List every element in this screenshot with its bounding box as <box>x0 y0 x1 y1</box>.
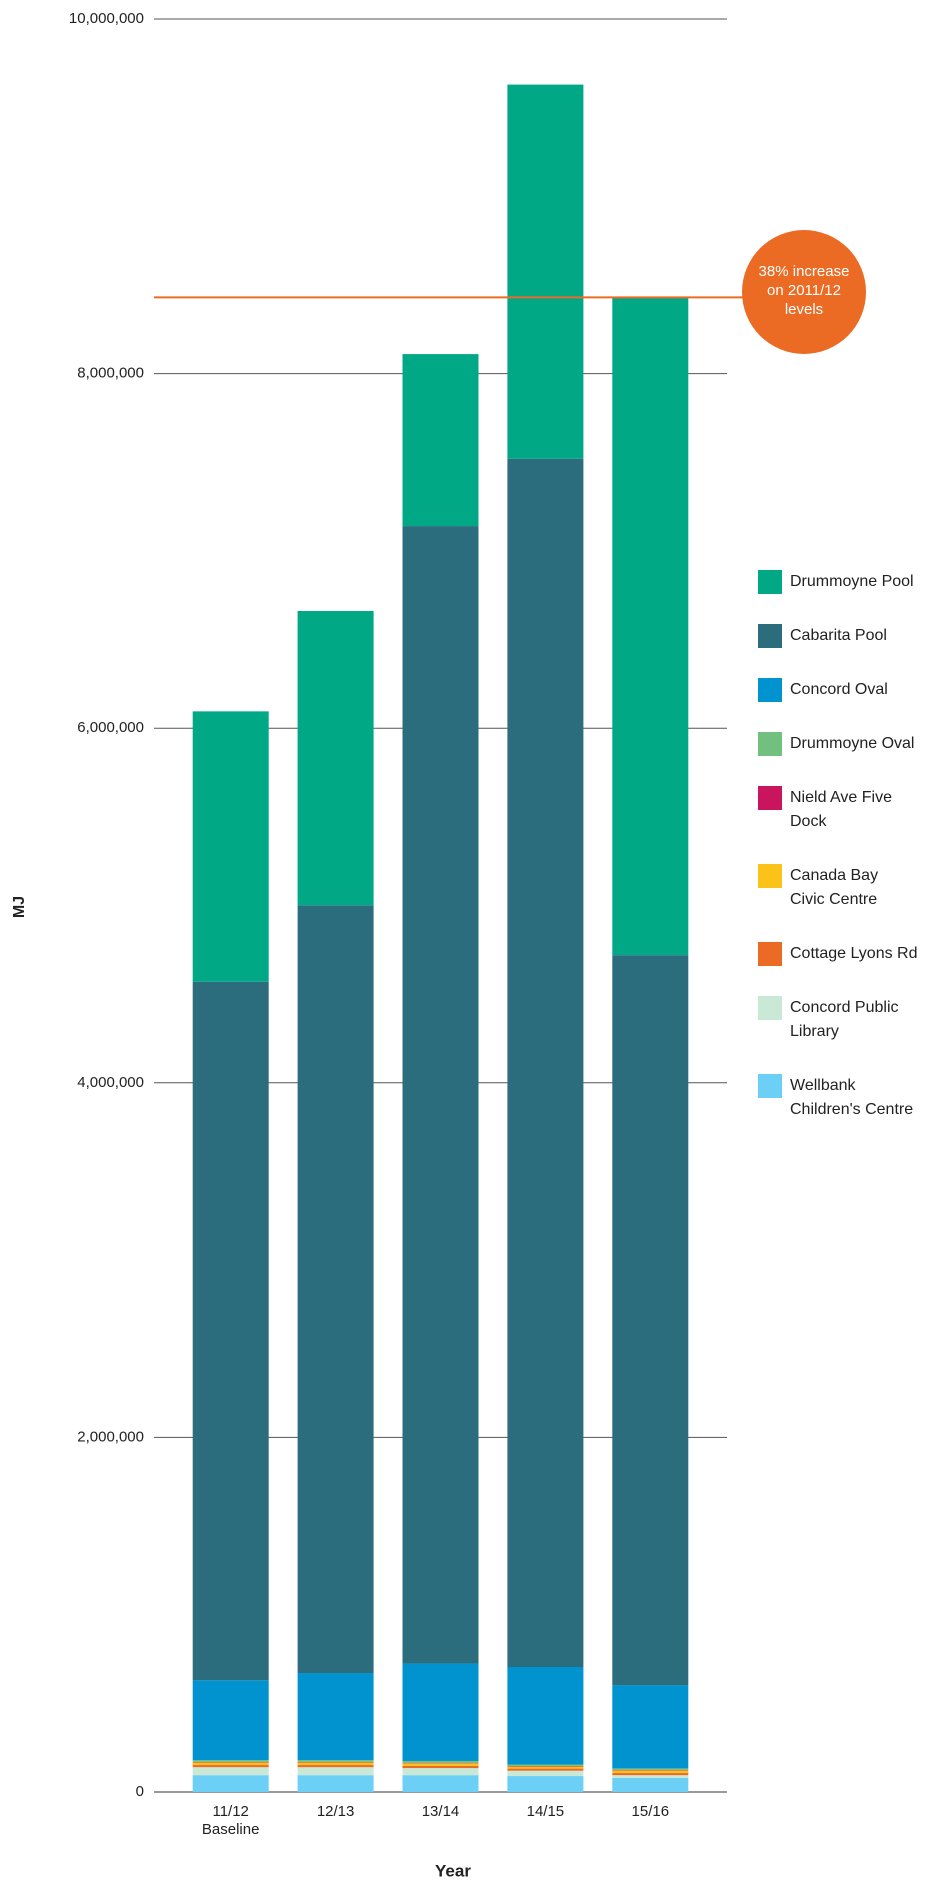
legend-item: Drummoyne Pool <box>758 570 926 594</box>
bar-segment <box>507 1764 584 1766</box>
bar-segment <box>192 1765 269 1768</box>
y-tick-label: 4,000,000 <box>77 1074 144 1091</box>
bar-segment <box>192 1762 269 1766</box>
legend-item: Concord Public Library <box>758 996 926 1044</box>
x-tick-label: 13/14 <box>421 1803 460 1820</box>
legend-item: Cottage Lyons Rd <box>758 942 926 966</box>
bar-segment <box>402 1768 479 1776</box>
annotation: 38% increase on 2011/12 levels <box>758 263 850 318</box>
bar-segment <box>192 1767 269 1776</box>
bar-segment <box>612 1775 689 1778</box>
legend-item: Canada Bay Civic Centre <box>758 864 900 912</box>
bar-segment <box>297 1760 374 1762</box>
bar-segment <box>402 1765 479 1769</box>
x-tick-label: 11/12 Baseline <box>201 1803 260 1838</box>
y-tick-label: 0 <box>136 1783 144 1800</box>
bar-segment <box>297 1775 374 1792</box>
bar-segment <box>507 1766 584 1769</box>
legend-swatch <box>758 678 782 702</box>
bar-segment <box>612 1773 689 1776</box>
bar-segment <box>612 297 689 956</box>
bar-segment <box>297 1762 374 1766</box>
bar-segment <box>507 84 584 459</box>
legend-label: Cottage Lyons Rd <box>790 945 918 962</box>
annotation-badge <box>742 230 866 354</box>
legend-label: Concord Oval <box>790 681 888 698</box>
legend-item: Wellbank Children's Centre <box>758 1074 926 1122</box>
legend-label: Drummoyne Oval <box>790 735 915 752</box>
legend-label: Drummoyne Pool <box>790 573 914 590</box>
y-tick-label: 6,000,000 <box>77 719 144 736</box>
legend-swatch <box>758 570 782 594</box>
x-tick-label: 14/15 <box>526 1803 565 1820</box>
bar-segment <box>192 1775 269 1792</box>
bar-segment <box>402 1760 479 1763</box>
legend-item: Cabarita Pool <box>758 624 926 648</box>
bar-segment <box>192 1761 269 1763</box>
y-tick-label: 8,000,000 <box>77 365 144 382</box>
bar-segment <box>297 905 374 1674</box>
legend-item: Drummoyne Oval <box>758 732 926 756</box>
legend-item: Concord Oval <box>758 678 926 702</box>
bar-segment <box>507 1768 584 1771</box>
bar-segment <box>507 1765 584 1767</box>
x-tick-label: 12/13 <box>316 1803 355 1820</box>
bar-segment <box>192 981 269 1681</box>
bar-segment <box>612 1685 689 1769</box>
bar-segment <box>402 354 479 527</box>
bar-segment <box>507 458 584 1668</box>
legend-swatch <box>758 732 782 756</box>
bar-segment <box>297 1767 374 1776</box>
y-tick-label: 10,000,000 <box>69 10 144 27</box>
bar-segment <box>612 1768 689 1770</box>
x-axis-label: Year <box>435 1861 471 1880</box>
legend-swatch <box>758 996 782 1020</box>
bar-segment <box>402 1663 479 1761</box>
legend-label: Wellbank Children's Centre <box>790 1077 914 1118</box>
bar-segment <box>612 955 689 1686</box>
bar-segment <box>192 1760 269 1762</box>
x-tick-label: 15/16 <box>631 1803 670 1820</box>
legend-label: Cabarita Pool <box>790 627 887 644</box>
bar-segment <box>192 1680 269 1761</box>
bar-segment <box>402 1762 479 1764</box>
legend-item: Nield Ave Five Dock <box>758 786 926 834</box>
legend-swatch <box>758 1074 782 1098</box>
y-axis-label: MJ <box>11 896 28 918</box>
bar-segment <box>402 526 479 1664</box>
bar-segment <box>297 611 374 906</box>
bar-segment <box>297 1673 374 1761</box>
legend-swatch <box>758 942 782 966</box>
bar-segment <box>612 1769 689 1771</box>
bar-segment <box>297 1761 374 1763</box>
bar-segment <box>507 1776 584 1792</box>
legend-label: Nield Ave Five Dock <box>790 789 892 830</box>
bar-segment <box>612 1777 689 1792</box>
legend-label: Canada Bay Civic Centre <box>790 867 879 908</box>
y-tick-label: 2,000,000 <box>77 1428 144 1445</box>
bar-segment <box>402 1775 479 1792</box>
legend-label: Concord Public Library <box>790 999 899 1040</box>
bar-segment <box>507 1667 584 1765</box>
legend-swatch <box>758 786 782 810</box>
bar-segment <box>297 1765 374 1768</box>
legend-swatch <box>758 624 782 648</box>
bar-segment <box>192 711 269 982</box>
bar-segment <box>402 1763 479 1766</box>
bar-segment <box>507 1770 584 1777</box>
legend-swatch <box>758 864 782 888</box>
bar-segment <box>612 1770 689 1774</box>
